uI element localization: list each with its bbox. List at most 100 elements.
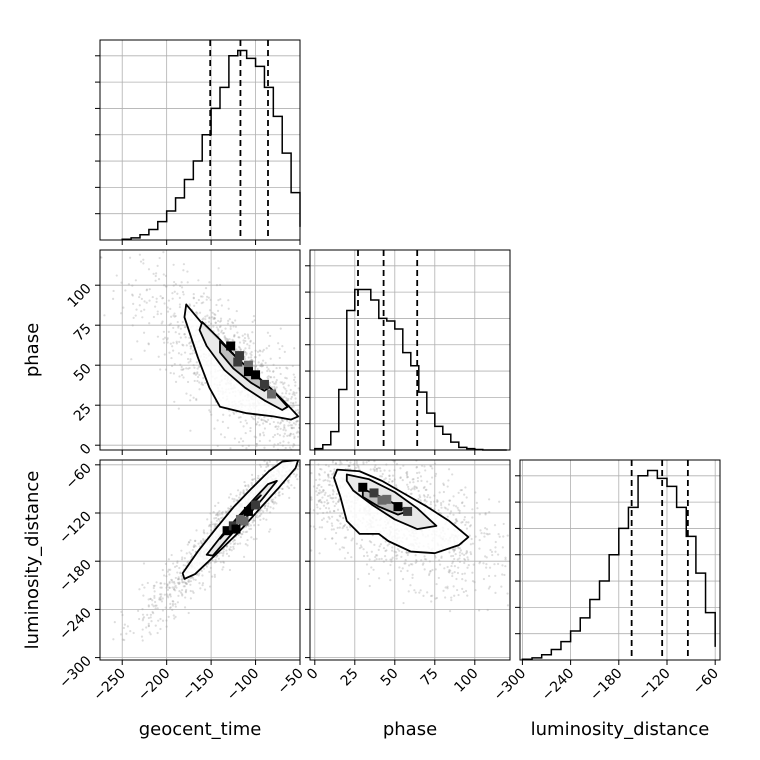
scatter-point xyxy=(506,604,510,607)
scatter-point xyxy=(241,440,245,443)
scatter-point xyxy=(296,419,300,423)
scatter-point xyxy=(497,533,500,536)
scatter-point xyxy=(213,561,216,564)
scatter-point xyxy=(479,529,482,532)
scatter-point xyxy=(391,546,394,549)
scatter-point xyxy=(190,345,193,348)
scatter-point xyxy=(123,638,126,642)
scatter-point xyxy=(399,476,402,479)
scatter-point xyxy=(388,474,391,478)
scatter-point xyxy=(229,505,232,508)
scatter-point xyxy=(122,626,125,630)
scatter-point xyxy=(147,616,150,620)
scatter-point xyxy=(375,406,377,408)
scatter-point xyxy=(275,460,279,463)
scatter-point xyxy=(306,441,308,443)
scatter-point xyxy=(180,588,184,592)
scatter-point xyxy=(389,563,392,567)
scatter-point xyxy=(185,588,188,592)
scatter-point xyxy=(454,553,457,556)
scatter-point xyxy=(146,581,149,585)
scatter-point xyxy=(289,454,291,456)
scatter-point xyxy=(464,552,468,555)
scatter-point xyxy=(458,511,461,515)
scatter-point xyxy=(166,341,169,344)
scatter-point xyxy=(186,543,189,546)
scatter-point xyxy=(132,631,135,635)
scatter-point xyxy=(275,378,278,382)
scatter-point xyxy=(145,301,148,304)
scatter-point xyxy=(260,365,263,368)
scatter-point xyxy=(494,574,497,577)
scatter-point xyxy=(493,524,497,527)
scatter-point xyxy=(267,368,270,371)
scatter-point xyxy=(175,340,178,343)
scatter-point xyxy=(380,557,383,560)
scatter-point xyxy=(317,434,319,436)
scatter-point xyxy=(173,580,176,584)
scatter-point xyxy=(428,560,431,563)
scatter-point xyxy=(292,405,295,408)
scatter-point xyxy=(435,596,439,600)
scatter-point xyxy=(201,383,205,386)
scatter-point xyxy=(491,553,494,557)
scatter-point xyxy=(168,323,171,327)
scatter-point xyxy=(227,307,230,310)
scatter-point xyxy=(419,499,422,502)
scatter-point xyxy=(279,427,282,430)
scatter-point xyxy=(156,313,159,316)
scatter-point xyxy=(413,486,416,489)
scatter-point xyxy=(186,270,189,273)
scatter-point xyxy=(163,302,166,305)
scatter-point xyxy=(456,588,459,592)
scatter-point xyxy=(215,519,219,522)
scatter-point xyxy=(398,366,400,368)
scatter-point xyxy=(322,432,324,434)
scatter-point xyxy=(159,586,162,589)
scatter-point xyxy=(228,548,231,551)
scatter-point xyxy=(119,633,123,636)
scatter-point xyxy=(503,573,506,577)
scatter-point xyxy=(242,349,246,352)
scatter-point xyxy=(245,447,248,450)
scatter-point xyxy=(202,539,205,542)
scatter-point xyxy=(431,467,434,470)
scatter-point xyxy=(202,301,205,304)
scatter-point xyxy=(282,383,285,386)
scatter-point xyxy=(250,536,253,539)
scatter-point xyxy=(210,523,213,526)
scatter-point xyxy=(158,596,161,599)
scatter-point xyxy=(328,494,331,497)
scatter-point xyxy=(265,509,269,512)
scatter-point xyxy=(160,582,163,585)
scatter-point xyxy=(166,588,169,591)
scatter-point xyxy=(191,549,194,552)
scatter-point xyxy=(488,510,491,514)
scatter-point xyxy=(457,566,460,569)
scatter-point xyxy=(218,325,222,329)
scatter-point xyxy=(224,510,227,513)
scatter-point xyxy=(261,364,264,367)
scatter-point xyxy=(233,437,236,440)
scatter-point xyxy=(78,703,80,705)
scatter-point xyxy=(185,552,188,555)
scatter-point xyxy=(448,609,452,613)
scatter-point xyxy=(282,457,284,459)
scatter-point xyxy=(217,501,220,504)
scatter-point xyxy=(324,456,326,458)
scatter-point xyxy=(185,582,188,586)
scatter-point xyxy=(402,464,405,467)
scatter-point xyxy=(358,468,361,471)
scatter-point xyxy=(301,470,303,472)
y-tick-label: −180 xyxy=(56,557,95,596)
scatter-point xyxy=(328,480,331,483)
scatter-point xyxy=(293,515,295,517)
scatter-point xyxy=(165,285,168,288)
scatter-point xyxy=(411,487,414,490)
scatter-point xyxy=(216,328,220,331)
scatter-point xyxy=(222,561,226,564)
scatter-point xyxy=(235,309,238,313)
scatter-point xyxy=(307,447,309,449)
scatter-point xyxy=(188,541,191,544)
scatter-point xyxy=(411,563,414,566)
